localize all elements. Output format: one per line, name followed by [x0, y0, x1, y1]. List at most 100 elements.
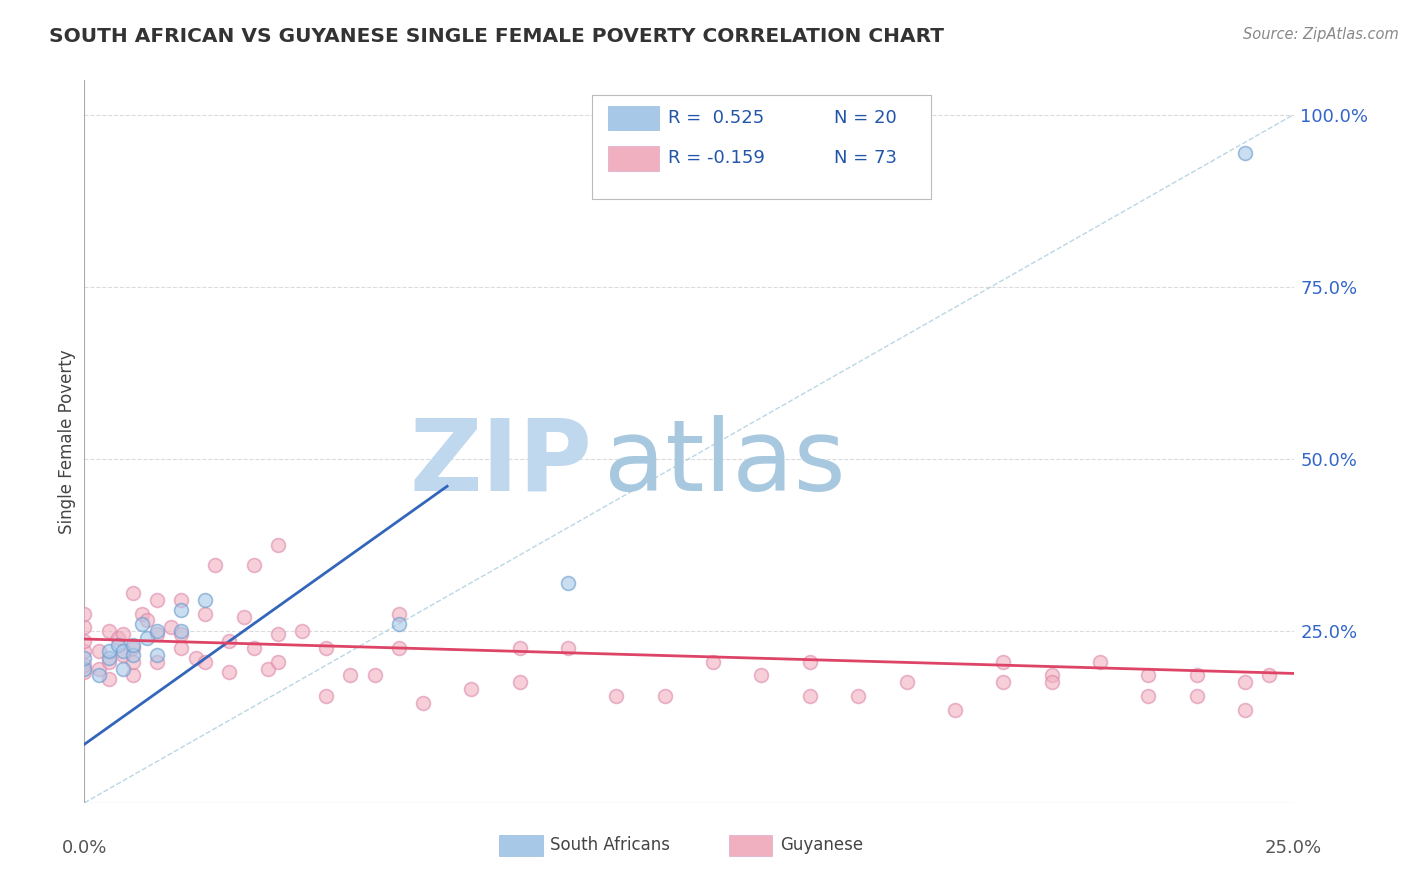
Point [267, 655, 290, 669]
Point [170, 603, 193, 617]
Point [146, 648, 169, 662]
Point [1234, 145, 1257, 160]
Text: R =  0.525: R = 0.525 [668, 109, 765, 127]
Text: N = 73: N = 73 [834, 149, 897, 168]
Text: Guyanese: Guyanese [780, 837, 863, 855]
Point [993, 675, 1015, 690]
Point [73, 620, 96, 634]
Point [136, 614, 159, 628]
Point [73, 651, 96, 665]
Point [194, 607, 217, 621]
Point [131, 607, 153, 621]
Point [121, 668, 143, 682]
Text: South Africans: South Africans [550, 837, 669, 855]
Point [218, 634, 240, 648]
Point [1258, 668, 1281, 682]
Text: R = -0.159: R = -0.159 [668, 149, 765, 168]
Text: 0.0%: 0.0% [62, 838, 107, 857]
Point [87, 668, 110, 682]
Point [799, 655, 821, 669]
Point [204, 558, 226, 573]
Point [121, 640, 143, 655]
Point [146, 592, 169, 607]
Point [97, 624, 120, 638]
Point [107, 638, 129, 652]
Point [1137, 668, 1160, 682]
Point [87, 644, 110, 658]
Point [1137, 689, 1160, 703]
Point [242, 558, 264, 573]
Point [315, 640, 337, 655]
Point [194, 655, 217, 669]
Point [131, 616, 153, 631]
Point [184, 651, 207, 665]
Point [412, 696, 434, 710]
Point [339, 668, 361, 682]
Point [1088, 655, 1111, 669]
Point [1040, 668, 1063, 682]
FancyBboxPatch shape [607, 146, 659, 170]
Point [218, 665, 240, 679]
Point [315, 689, 337, 703]
Point [112, 648, 135, 662]
Point [291, 624, 314, 638]
Point [388, 607, 411, 621]
Point [1234, 675, 1257, 690]
Point [896, 675, 918, 690]
Point [846, 689, 869, 703]
Point [136, 631, 159, 645]
FancyBboxPatch shape [728, 835, 772, 856]
Point [509, 675, 531, 690]
Text: Source: ZipAtlas.com: Source: ZipAtlas.com [1243, 27, 1399, 42]
Point [388, 640, 411, 655]
Point [257, 662, 280, 676]
Point [1185, 689, 1208, 703]
Point [97, 655, 120, 669]
Point [146, 655, 169, 669]
Point [121, 586, 143, 600]
FancyBboxPatch shape [592, 95, 931, 200]
Point [170, 624, 193, 638]
FancyBboxPatch shape [499, 835, 543, 856]
Point [267, 627, 290, 641]
Point [799, 689, 821, 703]
Y-axis label: Single Female Poverty: Single Female Poverty [58, 350, 76, 533]
Text: SOUTH AFRICAN VS GUYANESE SINGLE FEMALE POVERTY CORRELATION CHART: SOUTH AFRICAN VS GUYANESE SINGLE FEMALE … [49, 27, 945, 45]
Point [170, 627, 193, 641]
Point [73, 665, 96, 679]
Point [1234, 703, 1257, 717]
Point [121, 655, 143, 669]
Point [73, 607, 96, 621]
Point [160, 620, 183, 634]
Point [73, 662, 96, 676]
Point [1185, 668, 1208, 682]
Point [146, 627, 169, 641]
Point [943, 703, 966, 717]
Point [460, 682, 482, 697]
Point [73, 634, 96, 648]
Point [702, 655, 724, 669]
Text: atlas: atlas [605, 415, 846, 512]
Point [146, 624, 169, 638]
Point [654, 689, 676, 703]
Point [97, 644, 120, 658]
Point [388, 616, 411, 631]
Point [107, 631, 129, 645]
Point [267, 538, 290, 552]
Point [87, 662, 110, 676]
Text: ZIP: ZIP [409, 415, 592, 512]
Point [363, 668, 385, 682]
Point [73, 658, 96, 673]
Point [557, 575, 579, 590]
Point [751, 668, 773, 682]
Point [112, 627, 135, 641]
Point [121, 648, 143, 662]
Point [242, 640, 264, 655]
Point [557, 640, 579, 655]
Point [112, 662, 135, 676]
FancyBboxPatch shape [607, 105, 659, 130]
Point [97, 672, 120, 686]
Point [605, 689, 627, 703]
Point [73, 644, 96, 658]
Point [233, 610, 256, 624]
